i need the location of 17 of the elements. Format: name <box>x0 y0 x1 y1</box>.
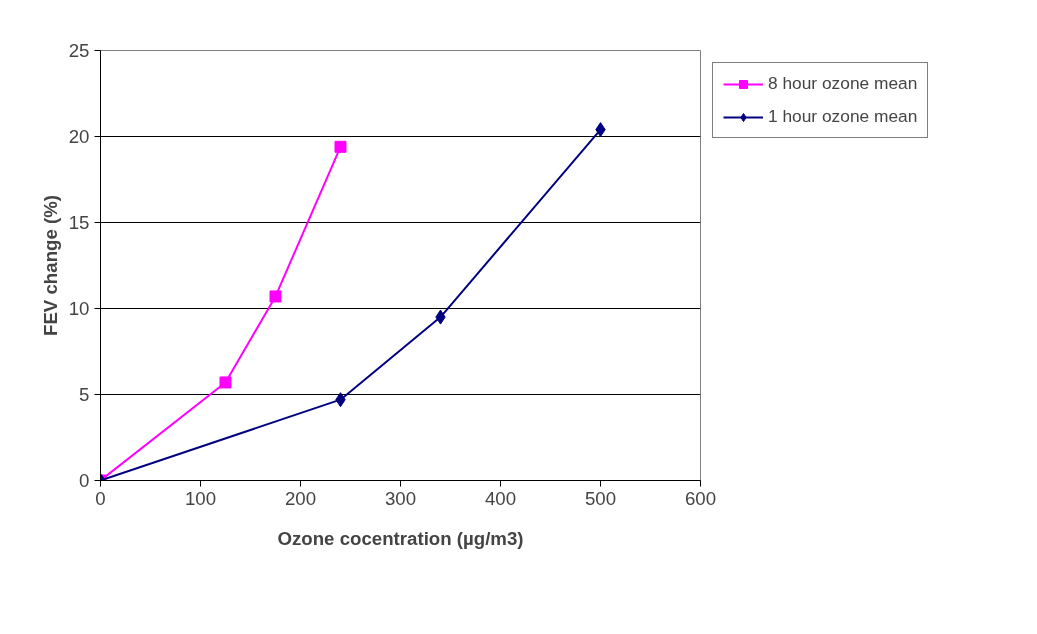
x-tick-label: 100 <box>184 487 217 509</box>
y-tick-label: 20 <box>68 126 90 147</box>
x-tick-label: 500 <box>584 487 617 509</box>
x-tick-label: 300 <box>384 487 417 509</box>
y-tick-label: 25 <box>68 40 90 61</box>
y-tick-label: 15 <box>68 212 90 233</box>
y-tick-label: 5 <box>79 384 90 405</box>
x-tick-label: 600 <box>684 487 717 509</box>
legend-label: 1 hour ozone mean <box>768 106 918 127</box>
y-tick-label: 0 <box>79 470 90 491</box>
x-axis-title: Ozone cocentration (µg/m3) <box>277 527 524 549</box>
x-tick-label: 0 <box>95 487 106 509</box>
y-axis-title: FEV change (%) <box>39 195 61 336</box>
y-tick-label: 10 <box>68 298 90 319</box>
x-tick-label: 400 <box>484 487 517 509</box>
x-tick-label: 200 <box>284 487 317 509</box>
legend-label: 8 hour ozone mean <box>768 73 918 94</box>
